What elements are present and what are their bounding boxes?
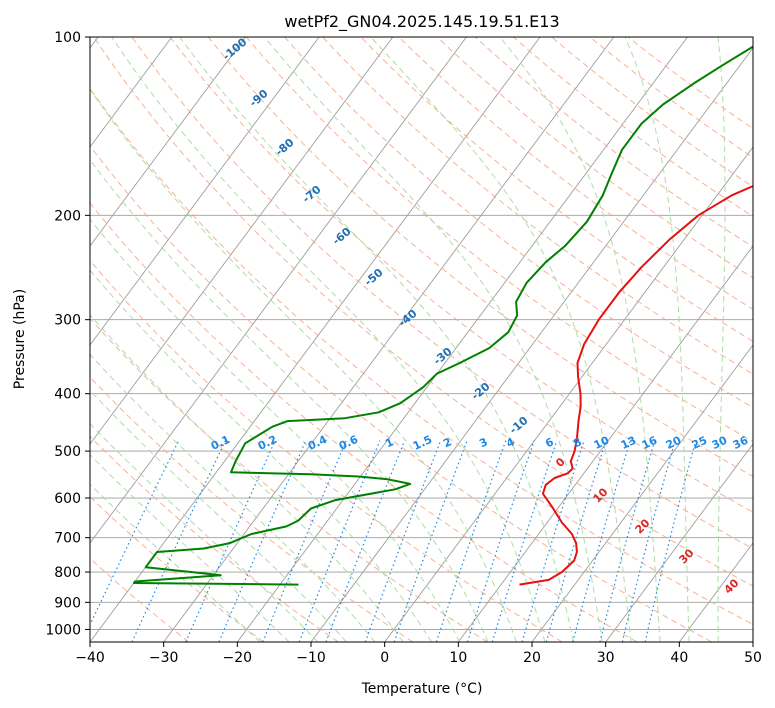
x-tick-label: 50	[744, 650, 762, 666]
moist-adiabat-line	[624, 37, 690, 642]
isotherm-line	[531, 344, 753, 642]
y-tick-label: 200	[54, 208, 81, 224]
isotherm-line	[90, 37, 467, 544]
mixing-ratio-label: 36	[731, 434, 751, 452]
moist-adiabat-line	[90, 88, 517, 642]
moist-adiabat-line	[111, 37, 546, 642]
moist-adiabat-line	[90, 353, 376, 642]
moist-adiabat-line	[499, 37, 661, 642]
mixing-ratio-label: 16	[640, 434, 660, 452]
moist-adiabat-line	[179, 37, 575, 642]
isotherm-line	[163, 37, 615, 642]
mixing-ratio-line	[90, 440, 180, 627]
dry-adiabat-line	[360, 37, 753, 343]
isotherm-line	[236, 37, 688, 642]
axes: −40 −30 −20 −10 0 10 20 30 40 50 100 200 300 400 500 60…	[45, 30, 762, 666]
moist-adiabat-line	[90, 313, 404, 642]
x-tick-label: −30	[149, 650, 179, 666]
isotherm-line	[310, 47, 753, 642]
mixing-ratio-label: 30	[710, 434, 730, 452]
isotherm-line	[752, 641, 753, 642]
y-tick-label: 800	[54, 565, 81, 581]
moist-adiabat-line	[717, 37, 726, 642]
isotherm-line	[90, 37, 394, 445]
profile-curves	[132, 45, 753, 586]
dry-adiabat-line	[90, 202, 638, 642]
isotherm-line	[90, 37, 541, 642]
x-tick-label: 40	[670, 650, 688, 666]
y-tick-label: 300	[54, 313, 81, 329]
x-tick-label: 20	[523, 650, 541, 666]
x-tick-label: −10	[296, 650, 326, 666]
moist-adiabat-line	[90, 389, 347, 642]
mixing-ratio-line	[364, 440, 442, 642]
x-tick-label: 0	[380, 650, 389, 666]
x-tick-label: −40	[75, 650, 105, 666]
y-tick-label: 500	[54, 444, 81, 460]
isotherm-line	[457, 245, 753, 642]
background-lines	[90, 37, 753, 642]
dry-adiabat-line	[207, 37, 753, 478]
mixing-ratio-line	[298, 440, 381, 642]
dry-adiabat-line	[93, 37, 753, 587]
moist-adiabat-line	[90, 269, 432, 642]
isotherm-line	[90, 37, 173, 148]
x-tick-label: 10	[449, 650, 467, 666]
mixing-ratio-label: 25	[690, 434, 709, 452]
y-tick-label: 700	[54, 531, 81, 547]
x-tick-label: −20	[223, 650, 253, 666]
moist-adiabat-line	[90, 159, 489, 642]
y-tick-label: 600	[54, 491, 81, 507]
dry-adiabat-line	[90, 376, 414, 642]
mixing-ratio-line	[262, 440, 347, 642]
dewpoint-line	[132, 45, 753, 586]
moist-adiabat-line	[263, 37, 603, 642]
mixing-ratio-line	[466, 440, 535, 642]
dry-adiabat-line	[90, 87, 753, 626]
y-tick-label: 100	[54, 30, 81, 46]
dry-adiabat-line	[131, 37, 753, 550]
dry-adiabat-line	[169, 37, 753, 513]
y-tick-label: 1000	[45, 622, 81, 638]
mixing-ratio-label: 10	[592, 434, 612, 452]
dry-adiabat-line	[90, 145, 712, 642]
moist-adiabat-line	[90, 218, 461, 642]
mixing-ratio-line	[393, 440, 468, 642]
chart-title: wetPf2_GN04.2025.145.19.51.E13	[284, 12, 559, 32]
dry-adiabat-line	[90, 259, 563, 642]
mixing-ratio-label: 13	[619, 434, 638, 452]
isotherm-line	[605, 443, 753, 642]
mixing-ratio-line	[491, 440, 558, 642]
isotherm-line	[90, 37, 320, 346]
x-axis-label: Temperature (°C)	[361, 681, 483, 697]
dry-adiabat-line	[398, 37, 753, 310]
y-axis-label: Pressure (hPa)	[12, 289, 28, 389]
moist-adiabat-line	[370, 37, 632, 642]
dry-adiabat-line	[322, 37, 753, 375]
y-tick-label: 900	[54, 595, 81, 611]
y-tick-label: 400	[54, 387, 81, 403]
moist-adiabat-line	[90, 422, 319, 642]
mixing-ratio-line	[435, 440, 507, 642]
isotherm-line	[384, 146, 753, 642]
plot-frame	[89, 36, 754, 643]
mixing-ratio-label: 20	[664, 434, 684, 452]
temperature-line	[519, 184, 753, 586]
isotherm-line	[90, 37, 246, 247]
x-tick-label: 30	[597, 650, 615, 666]
